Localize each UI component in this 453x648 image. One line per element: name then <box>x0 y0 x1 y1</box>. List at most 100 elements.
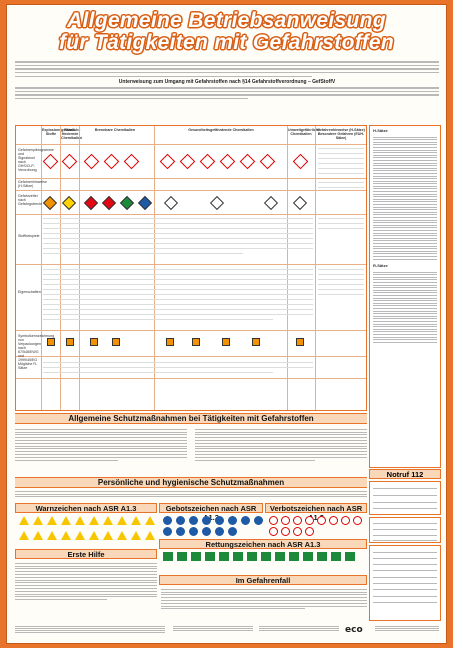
danger-text <box>161 587 367 621</box>
publisher-logo: eco <box>345 625 363 635</box>
mandatory-sign-icon <box>163 527 172 536</box>
prohibition-sign-icon <box>293 516 302 525</box>
symbol-fplus-icon <box>112 338 120 346</box>
rescue-sign-icon <box>163 552 173 561</box>
symbol-o-icon <box>66 338 74 346</box>
prohibition-sign-icon <box>305 527 314 536</box>
rescue-sign-icon <box>345 552 355 561</box>
section-warn-signs: Warnzeichen nach ASR A1.3 <box>15 503 157 513</box>
r-sentences-label: R-Sätze <box>373 263 388 269</box>
ghs-skull-icon <box>159 153 176 170</box>
ghs-health-hazard-icon <box>199 153 216 170</box>
prohibition-sign-icon <box>353 516 362 525</box>
title-line-2: für Tätigkeiten mit Gefahrstoffen <box>58 31 395 54</box>
adr-water-reactive-icon <box>137 195 153 211</box>
section-personal: Persönliche und hygienische Schutzmaßnah… <box>15 477 367 488</box>
ghs-oxidizing-icon <box>61 153 78 170</box>
col-h-sentences: Gefahrenhinweise (H-Sätze) Besondere Gef… <box>317 128 365 140</box>
row-old-symbols: Symbolkennzeichnung von Verpackungen nac… <box>18 334 55 362</box>
warning-triangle-icon <box>33 531 43 540</box>
col-flammable: Brennbare Chemikalien <box>94 128 136 132</box>
mandatory-sign-icon <box>176 516 185 525</box>
row-examples: Stoffbeispiele <box>18 234 40 238</box>
intro-text: Unterweisung zum Umgang mit Gefahrstoffe… <box>15 59 439 123</box>
warning-triangle-icon <box>19 516 29 525</box>
warning-triangle-icon <box>61 531 71 540</box>
notruf-form <box>369 481 441 515</box>
poster: Allgemeine Betriebsanweisung für Tätigke… <box>6 4 447 644</box>
mandatory-sign-icon <box>189 527 198 536</box>
warning-triangle-icon <box>145 516 155 525</box>
prohibition-sign-icon <box>341 516 350 525</box>
rescue-sign-icon <box>247 552 257 561</box>
mandatory-sign-icon <box>163 516 172 525</box>
rescue-sign-icon <box>289 552 299 561</box>
warning-triangle-icon <box>117 516 127 525</box>
mandatory-sign-icon <box>202 527 211 536</box>
rescue-sign-icon <box>233 552 243 561</box>
col-environment: Umweltgefährliche Chemikalien <box>288 128 320 136</box>
ghs-gas-cylinder-icon <box>123 153 140 170</box>
col-health: Gesundheitsgefährdende Chemikalien <box>188 128 254 132</box>
prohibition-sign-icon <box>329 516 338 525</box>
adr-toxic-icon <box>163 195 179 211</box>
ghs-exclamation-icon <box>219 153 236 170</box>
intro-subheading: Unterweisung zum Umgang mit Gefahrstoffe… <box>118 79 336 86</box>
h-sentences-label: H-Sätze <box>373 128 388 133</box>
adr-flammable-icon <box>83 195 99 211</box>
ghs-environment-icon <box>292 153 309 170</box>
row-h-sentences: Gefahrenhinweise (H-Sätze) <box>18 180 47 188</box>
contact-form <box>369 517 441 543</box>
warning-triangle-icon <box>103 516 113 525</box>
prohibition-sign-icon <box>293 527 302 536</box>
prohibition-sign-icon <box>269 527 278 536</box>
warning-triangle-icon <box>103 531 113 540</box>
rescue-sign-icon <box>205 552 215 561</box>
ghs-corrosive-icon <box>179 153 196 170</box>
row-adr: Gefahrzettel nach Gefahrgutrecht <box>18 194 42 206</box>
mandatory-sign-icon <box>228 527 237 536</box>
symbol-f-icon <box>90 338 98 346</box>
section-first-aid: Erste Hilfe <box>15 549 157 559</box>
adr-gas-icon <box>119 195 135 211</box>
warning-triangle-icon <box>89 516 99 525</box>
warning-triangle-icon <box>117 531 127 540</box>
warning-triangle-icon <box>75 516 85 525</box>
adr-corrosive-icon <box>263 195 279 211</box>
rescue-sign-icon <box>191 552 201 561</box>
general-measures-text <box>15 425 367 475</box>
warning-triangle-icon <box>131 531 141 540</box>
section-general: Allgemeine Schutzmaßnahmen bei Tätigkeit… <box>15 413 367 424</box>
adr-corrosive-icon <box>209 195 225 211</box>
row-properties: Eigenschaften <box>18 290 41 294</box>
symbol-xi-icon <box>252 338 260 346</box>
warn-signs-grid <box>17 515 157 547</box>
warning-triangle-icon <box>47 531 57 540</box>
section-danger: Im Gefahrenfall <box>159 575 367 585</box>
section-gebot-signs: Gebotszeichen nach ASR A1.3 <box>159 503 263 522</box>
ghs-flame-icon <box>83 153 100 170</box>
rescue-sign-icon <box>317 552 327 561</box>
mandatory-sign-icon <box>241 516 250 525</box>
col-explosive: Explosionsgefährliche Stoffe <box>42 128 81 136</box>
prohibition-sign-icon <box>305 516 314 525</box>
warning-triangle-icon <box>145 531 155 540</box>
adr-environment-icon <box>292 195 308 211</box>
symbol-e-icon <box>47 338 55 346</box>
warning-triangle-icon <box>89 531 99 540</box>
symbol-t-icon <box>166 338 174 346</box>
adr-oxidizing-icon <box>61 195 77 211</box>
mandatory-sign-icon <box>202 516 211 525</box>
warning-triangle-icon <box>75 531 85 540</box>
section-verbot-signs: Verbotszeichen nach ASR A1.3 <box>265 503 367 522</box>
mandatory-sign-icon <box>215 516 224 525</box>
col-oxidizing: Brand-fördernde Chemikalien <box>61 128 83 140</box>
title-line-1: Allgemeine Betriebsanweisung <box>67 9 386 32</box>
ghs-exclamation-icon <box>239 153 256 170</box>
mandatory-sign-icon <box>189 516 198 525</box>
hazard-table: Explosionsgefährliche Stoffe Brand-förde… <box>15 125 367 411</box>
warning-triangle-icon <box>61 516 71 525</box>
mandatory-sign-icon <box>254 516 263 525</box>
footer: eco <box>15 623 439 641</box>
rescue-signs-grid <box>161 551 367 573</box>
